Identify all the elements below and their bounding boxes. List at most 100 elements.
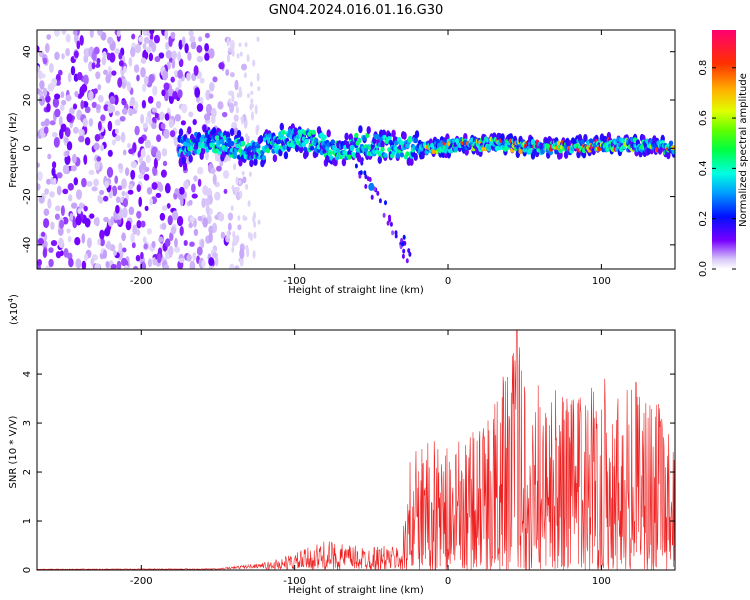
heatmap-cell bbox=[401, 241, 405, 247]
heatmap-cell bbox=[96, 156, 102, 162]
heatmap-cell bbox=[158, 52, 165, 59]
heatmap-cell bbox=[178, 257, 185, 264]
y-tick-label: -40 bbox=[22, 237, 33, 253]
heatmap-cell bbox=[226, 37, 230, 47]
heatmap-cell bbox=[232, 230, 236, 239]
heatmap-cell bbox=[231, 92, 235, 103]
heatmap-cell bbox=[407, 135, 413, 141]
heatmap-cell bbox=[121, 178, 127, 190]
heatmap-cell bbox=[156, 134, 162, 143]
heatmap-cell bbox=[78, 128, 83, 137]
y-tick-label: 0 bbox=[22, 567, 33, 573]
heatmap-cell bbox=[113, 250, 117, 256]
heatmap-cell bbox=[71, 153, 77, 164]
heatmap-cell bbox=[149, 197, 153, 206]
heatmap-cell bbox=[134, 43, 142, 54]
heatmap-cell bbox=[205, 103, 213, 115]
heatmap-cell bbox=[163, 264, 170, 269]
heatmap-cell bbox=[50, 240, 58, 247]
heatmap-cell bbox=[83, 74, 89, 85]
heatmap-cell bbox=[232, 153, 237, 159]
heatmap-cell bbox=[252, 214, 256, 224]
heatmap-cell bbox=[196, 45, 203, 53]
heatmap-cell bbox=[242, 214, 246, 221]
heatmap-cell bbox=[227, 137, 232, 143]
heatmap-cell bbox=[164, 113, 170, 121]
heatmap-cell bbox=[201, 197, 206, 208]
heatmap-cell bbox=[245, 244, 249, 251]
heatmap-cell bbox=[118, 52, 123, 60]
heatmap-cell bbox=[220, 138, 225, 144]
heatmap-cell bbox=[74, 32, 79, 44]
heatmap-cell bbox=[254, 104, 258, 115]
heatmap-cell bbox=[144, 139, 151, 149]
colorbar-ticks: 0.0 0.2 0.4 0.6 0.8 bbox=[698, 60, 736, 277]
heatmap-cell bbox=[46, 34, 52, 40]
heatmap-cell bbox=[122, 197, 129, 208]
heatmap-cell bbox=[72, 126, 79, 134]
heatmap-cell bbox=[121, 190, 126, 197]
heatmap-cell bbox=[364, 174, 368, 180]
heatmap-cell bbox=[109, 52, 116, 63]
heatmap-cell bbox=[234, 187, 238, 196]
heatmap-cell bbox=[84, 136, 91, 146]
snr-series-line bbox=[37, 330, 675, 570]
heatmap-cell bbox=[237, 224, 242, 231]
heatmap-cell bbox=[231, 44, 235, 52]
heatmap-cell bbox=[239, 89, 243, 98]
heatmap-cell bbox=[48, 247, 54, 253]
heatmap-cell bbox=[111, 139, 117, 146]
heatmap-cell bbox=[161, 205, 168, 211]
colorbar-gradient bbox=[712, 30, 736, 269]
heatmap-cell bbox=[77, 71, 83, 81]
heatmap-cell bbox=[91, 101, 97, 109]
heatmap-cell bbox=[93, 178, 100, 187]
heatmap-cell bbox=[54, 51, 60, 61]
heatmap-cell bbox=[91, 62, 96, 70]
heatmap-cell bbox=[171, 59, 176, 69]
heatmap-cell bbox=[163, 129, 170, 139]
heatmap-cell bbox=[134, 101, 139, 111]
heatmap-cell bbox=[394, 140, 399, 146]
heatmap-cell bbox=[283, 151, 289, 160]
heatmap-cell bbox=[87, 237, 92, 249]
heatmap-cell bbox=[60, 91, 65, 99]
heatmap-cell bbox=[135, 254, 141, 262]
heatmap-cell bbox=[81, 233, 86, 244]
heatmap-cell bbox=[405, 151, 410, 157]
heatmap-cell bbox=[102, 51, 107, 58]
heatmap-cell bbox=[368, 182, 375, 191]
heatmap-cell bbox=[229, 128, 235, 136]
heatmap-cell bbox=[122, 149, 127, 156]
heatmap-cell bbox=[111, 70, 117, 76]
heatmap-cell bbox=[190, 40, 197, 50]
heatmap-cell bbox=[59, 250, 64, 257]
heatmap-cell bbox=[229, 140, 235, 147]
heatmap-cell bbox=[144, 205, 149, 212]
heatmap-cell bbox=[172, 91, 178, 100]
heatmap-cell bbox=[233, 114, 239, 122]
heatmap-cell bbox=[98, 196, 104, 204]
heatmap-cell bbox=[177, 78, 182, 89]
heatmap-cell bbox=[311, 129, 316, 135]
heatmap-cell bbox=[294, 144, 300, 153]
heatmap-cell bbox=[83, 154, 88, 165]
heatmap-cell bbox=[146, 187, 153, 195]
heatmap-cell bbox=[194, 87, 201, 98]
heatmap-cell bbox=[155, 192, 162, 198]
heatmap-cell bbox=[341, 158, 347, 167]
heatmap-cell bbox=[114, 128, 119, 135]
heatmap-cell bbox=[149, 30, 155, 35]
heatmap-cell bbox=[239, 51, 243, 57]
heatmap-cell bbox=[127, 189, 134, 195]
snr-x-ticks: -200 -100 0 100 bbox=[130, 330, 611, 587]
heatmap-cell bbox=[75, 189, 83, 200]
heatmap-cell bbox=[666, 151, 671, 160]
heatmap-cell bbox=[518, 148, 523, 155]
heatmap-cell bbox=[256, 143, 261, 150]
heatmap-cell bbox=[180, 120, 186, 126]
heatmap-cell bbox=[183, 180, 189, 190]
heatmap-cell bbox=[74, 237, 81, 246]
heatmap-cell bbox=[147, 258, 153, 268]
heatmap-cell bbox=[81, 177, 87, 188]
